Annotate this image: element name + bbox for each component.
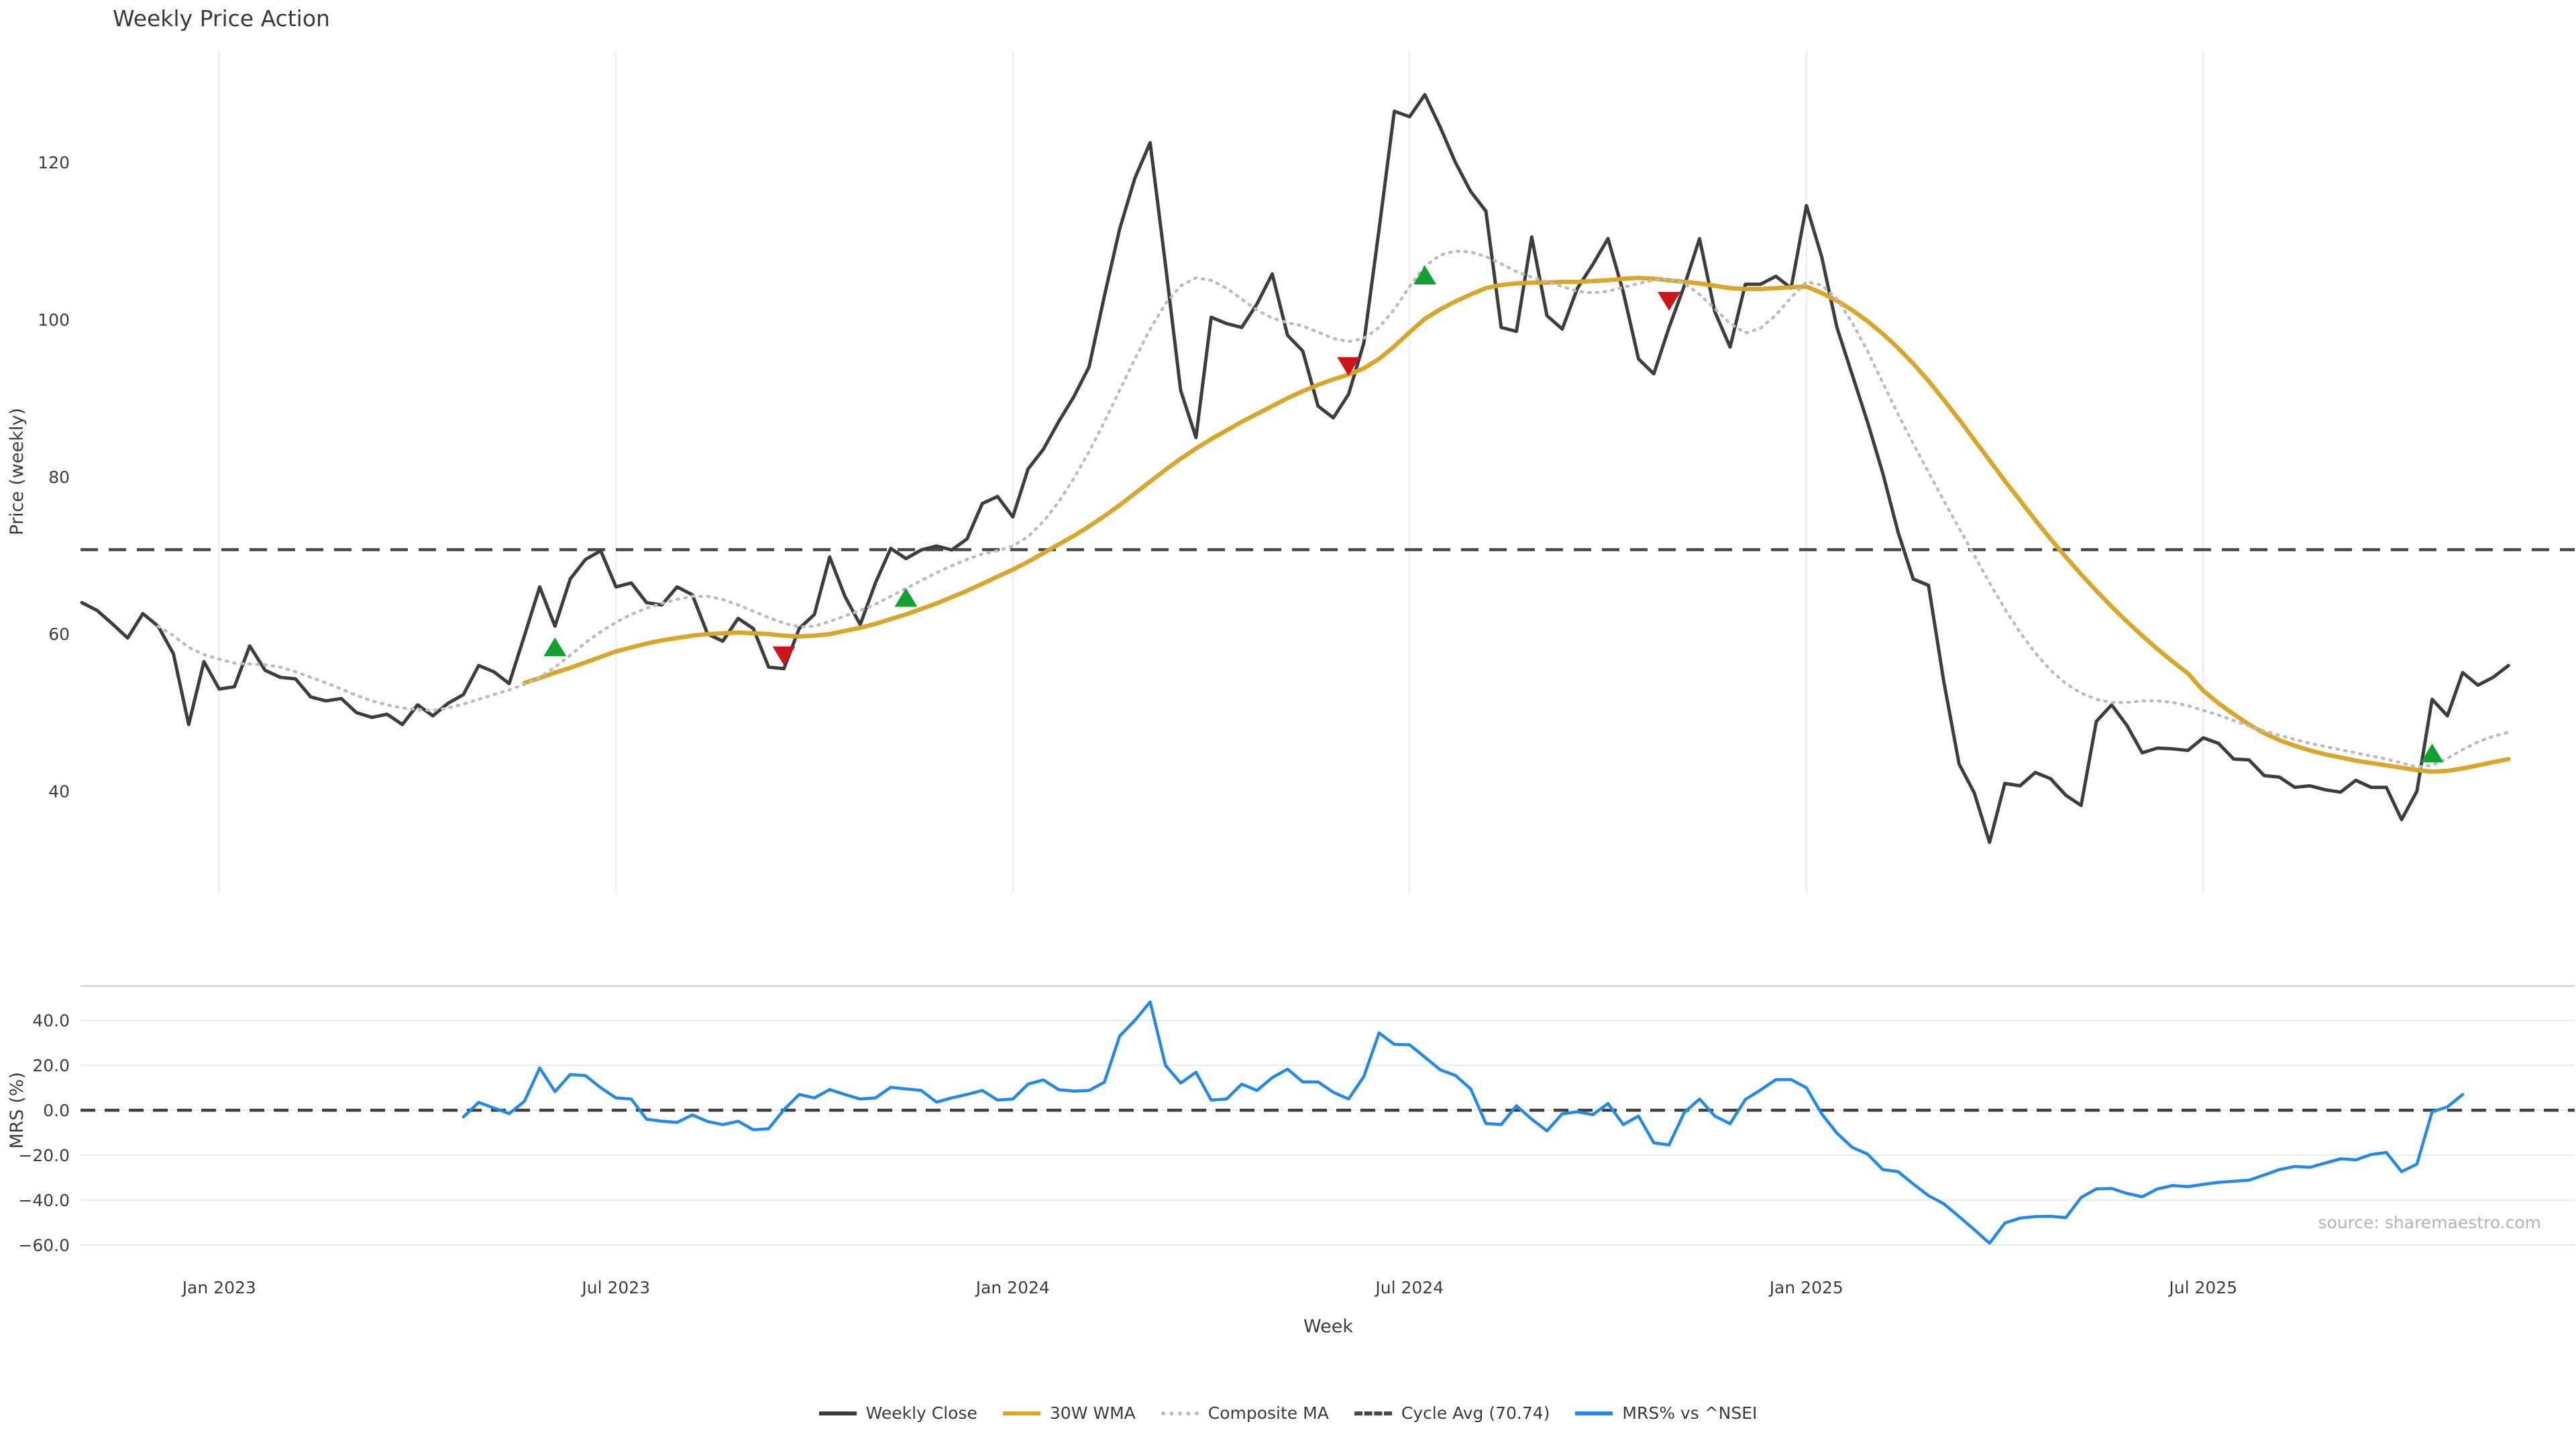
mrs-y-tick-label: −60.0 <box>18 1236 70 1255</box>
mrs-y-tick-label: 20.0 <box>32 1056 70 1075</box>
buy-signal-marker <box>543 637 567 657</box>
chart-title: Weekly Price Action <box>113 5 330 32</box>
mrs-y-axis-label: MRS (%) <box>7 1072 28 1149</box>
legend-label: MRS% vs ^NSEI <box>1622 1403 1758 1423</box>
price-y-tick-label: 40 <box>48 782 70 802</box>
composite-ma-line-swatch <box>1161 1411 1199 1415</box>
wma-line <box>522 276 2511 774</box>
sell-signal-marker <box>1658 292 1680 311</box>
legend-label: 30W WMA <box>1049 1403 1136 1423</box>
weekly-close-line <box>80 93 2510 845</box>
price-y-tick-label: 100 <box>38 310 70 329</box>
weekly-close-line-swatch <box>818 1411 857 1415</box>
legend-item-mrs: MRS% vs ^NSEI <box>1575 1403 1757 1423</box>
sell-signal-marker <box>1337 357 1360 376</box>
price-y-tick-label: 120 <box>38 153 70 172</box>
legend: Weekly Close 30W WMA Composite MA Cycle … <box>0 1403 2576 1423</box>
x-tick-label: Jul 2024 <box>1374 1278 1444 1297</box>
wma-line-swatch <box>1002 1411 1040 1415</box>
x-tick-label: Jan 2024 <box>975 1278 1050 1297</box>
price-y-tick-label: 80 <box>48 468 70 487</box>
legend-item-composite-ma: Composite MA <box>1161 1403 1329 1423</box>
mrs-y-tick-label: 0.0 <box>43 1101 70 1120</box>
legend-label: Composite MA <box>1208 1403 1329 1423</box>
x-tick-label: Jan 2025 <box>1768 1278 1843 1297</box>
week-x-axis-label: Week <box>1303 1316 1353 1337</box>
buy-signal-marker <box>1413 265 1436 284</box>
x-tick-label: Jul 2023 <box>580 1278 650 1297</box>
mrs-y-tick-label: 40.0 <box>32 1011 70 1030</box>
x-tick-label: Jul 2025 <box>2167 1278 2237 1297</box>
legend-item-weekly-close: Weekly Close <box>818 1403 977 1423</box>
legend-item-30w-wma: 30W WMA <box>1002 1403 1136 1423</box>
legend-item-cycle-avg: Cycle Avg (70.74) <box>1354 1403 1550 1423</box>
legend-label: Cycle Avg (70.74) <box>1401 1403 1550 1423</box>
buy-signal-marker <box>894 588 918 607</box>
mrs-y-tick-label: −20.0 <box>18 1146 70 1165</box>
price-y-axis-label: Price (weekly) <box>7 408 28 535</box>
legend-label: Weekly Close <box>865 1403 977 1423</box>
x-tick-label: Jan 2023 <box>181 1278 256 1297</box>
cycle-avg-line-swatch <box>1354 1411 1392 1415</box>
buy-signal-marker <box>2420 743 2444 763</box>
price-y-tick-label: 60 <box>48 625 70 644</box>
sell-signal-marker <box>772 646 796 665</box>
source-note: source: sharemaestro.com <box>2318 1213 2542 1232</box>
mrs-line-swatch <box>1575 1411 1613 1415</box>
mrs-line <box>462 1000 2465 1245</box>
mrs-y-tick-label: −40.0 <box>18 1191 70 1210</box>
composite-ma-line <box>156 250 2510 769</box>
